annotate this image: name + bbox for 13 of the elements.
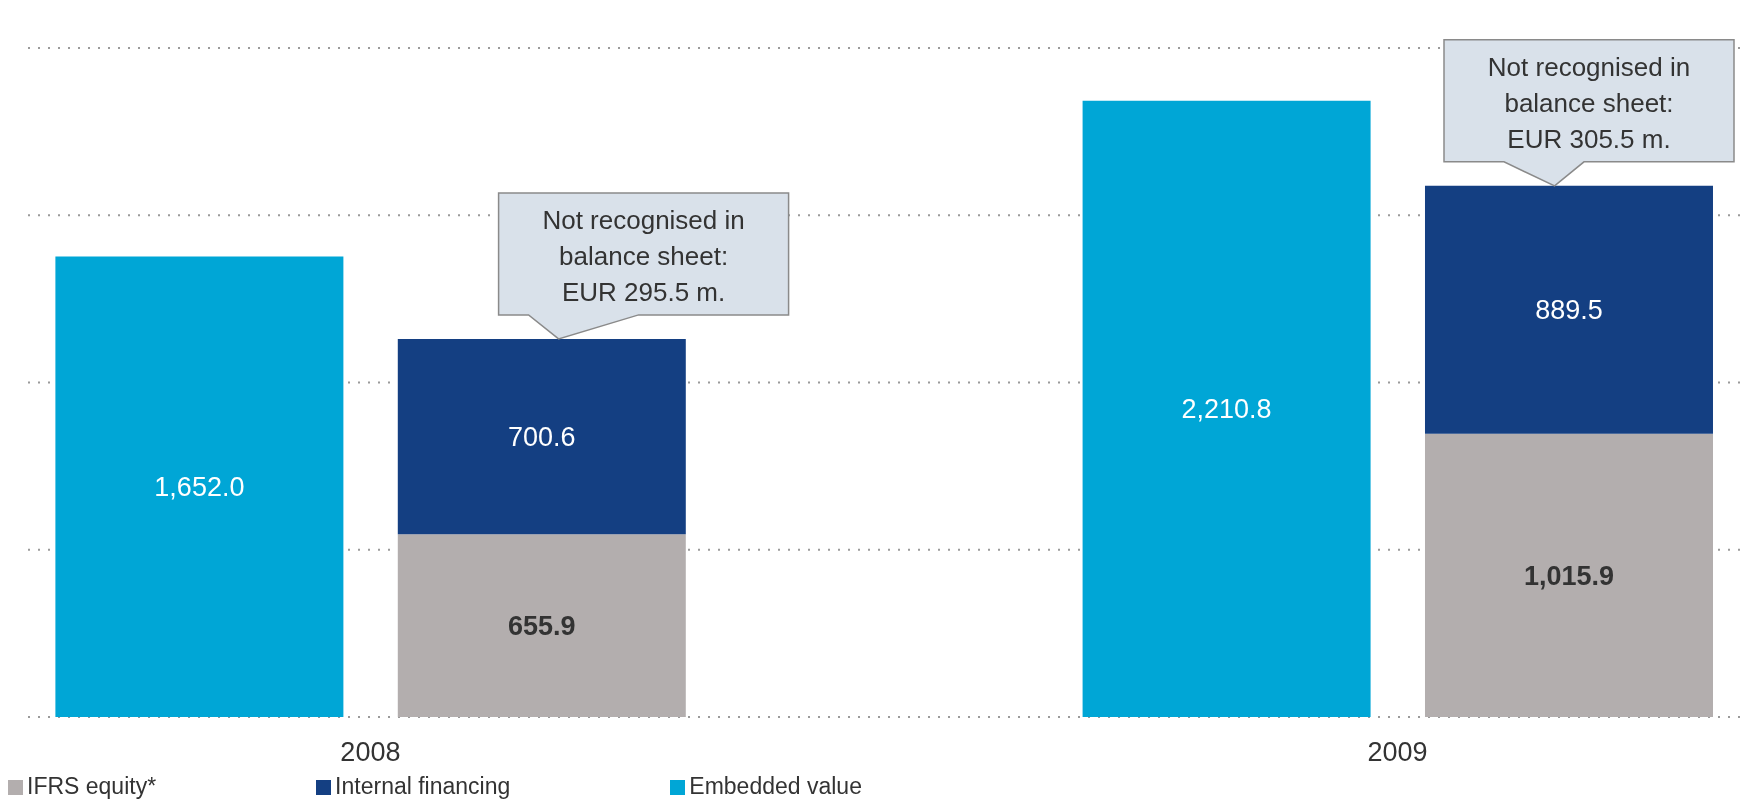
x-tick-label: 2008 — [340, 736, 401, 767]
annotation: Not recognised in balance sheet: EUR 305.5 m. — [1487, 51, 1691, 154]
legend-label: IFRS equity* — [27, 773, 157, 799]
data-label: 2,210.8 — [1181, 394, 1272, 425]
legend-label: Embedded value — [689, 773, 862, 799]
legend-label: Internal financing — [335, 773, 511, 799]
data-label: 655.9 — [508, 611, 576, 642]
x-tick-label: 2009 — [1367, 736, 1428, 767]
annotation: Not recognised in balance sheet: EUR 295.5 m. — [542, 204, 745, 307]
data-label: 889.5 — [1535, 295, 1603, 326]
data-label: 1,015.9 — [1523, 560, 1615, 591]
data-label: 1,652.0 — [154, 472, 245, 503]
data-label: 700.6 — [508, 422, 576, 453]
